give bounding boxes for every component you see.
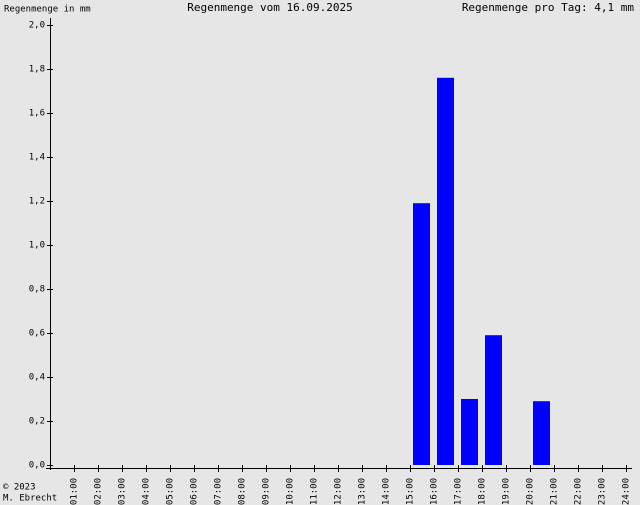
x-tick-label: 10:00	[286, 478, 296, 505]
y-axis-label: Regenmenge in mm	[4, 5, 91, 15]
y-tick-label: 1,8	[29, 65, 45, 75]
y-tick-label: 0,4	[29, 373, 45, 383]
x-tick-label: 05:00	[166, 478, 176, 505]
bar	[461, 399, 478, 465]
y-tick-label: 0,6	[29, 329, 45, 339]
x-tick-label: 02:00	[94, 478, 104, 505]
x-tick-label: 20:00	[526, 478, 536, 505]
subtitle: Regenmenge pro Tag: 4,1 mm	[462, 1, 635, 14]
x-tick-label: 18:00	[478, 478, 488, 505]
x-tick-label: 17:00	[454, 478, 464, 505]
x-tick-label: 09:00	[262, 478, 272, 505]
credit: M. Ebrecht	[3, 494, 57, 504]
bar	[437, 77, 454, 466]
y-tick-label: 0,0	[29, 461, 45, 471]
bar	[533, 401, 550, 465]
credit: © 2023	[3, 483, 36, 493]
x-tick-label: 22:00	[574, 478, 584, 505]
x-tick-label: 24:00	[622, 478, 632, 505]
x-tick-label: 16:00	[430, 478, 440, 505]
y-tick-label: 1,4	[29, 153, 45, 163]
x-tick-label: 19:00	[502, 478, 512, 505]
y-tick-label: 2,0	[29, 21, 45, 31]
x-tick-label: 01:00	[70, 478, 80, 505]
x-tick-label: 13:00	[358, 478, 368, 505]
bar	[485, 335, 502, 465]
x-tick-label: 04:00	[142, 478, 152, 505]
x-tick-label: 07:00	[214, 478, 224, 505]
x-tick-label: 15:00	[406, 478, 416, 505]
bar	[413, 203, 430, 465]
x-tick-label: 23:00	[598, 478, 608, 505]
x-tick-label: 03:00	[118, 478, 128, 505]
x-tick-label: 21:00	[550, 478, 560, 505]
x-tick-label: 11:00	[310, 478, 320, 505]
y-tick-label: 0,8	[29, 285, 45, 295]
y-tick-label: 1,6	[29, 109, 45, 119]
y-tick-label: 1,0	[29, 241, 45, 251]
x-tick-label: 14:00	[382, 478, 392, 505]
x-tick-label: 12:00	[334, 478, 344, 505]
y-tick-label: 1,2	[29, 197, 45, 207]
x-tick-label: 08:00	[238, 478, 248, 505]
y-tick-label: 0,2	[29, 417, 45, 427]
chart-title: Regenmenge vom 16.09.2025	[187, 1, 353, 14]
x-tick-label: 06:00	[190, 478, 200, 505]
